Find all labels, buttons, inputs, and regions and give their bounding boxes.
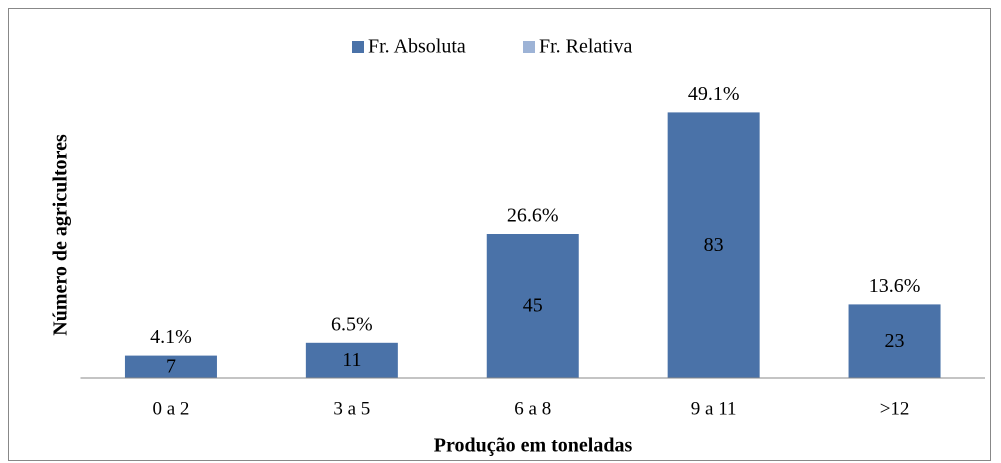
legend-label: Fr. Absoluta bbox=[368, 36, 466, 58]
bar-value-label: 45 bbox=[523, 295, 543, 317]
x-tick-label: 9 a 11 bbox=[691, 398, 737, 419]
bar-value-label: 11 bbox=[342, 349, 361, 371]
x-axis-title: Produção em toneladas bbox=[434, 435, 633, 457]
x-tick-label: 0 a 2 bbox=[152, 398, 189, 419]
y-axis-title: Número de agricultores bbox=[50, 134, 72, 336]
x-tick-label: 3 a 5 bbox=[333, 398, 370, 419]
legend-label: Fr. Relativa bbox=[539, 36, 632, 58]
relative-label: 4.1% bbox=[150, 326, 192, 348]
bar-value-label: 7 bbox=[166, 355, 176, 377]
bar bbox=[667, 112, 760, 379]
relative-label: 13.6% bbox=[869, 275, 921, 297]
relative-label: 49.1% bbox=[688, 83, 740, 105]
x-tick-label: 6 a 8 bbox=[514, 398, 551, 419]
bar bbox=[305, 342, 398, 378]
legend-swatch bbox=[523, 41, 535, 53]
relative-label: 26.6% bbox=[507, 205, 559, 227]
bar bbox=[124, 355, 217, 378]
bar-value-label: 83 bbox=[704, 234, 724, 256]
x-tick-label: >12 bbox=[880, 398, 910, 419]
legend-swatch bbox=[352, 41, 364, 53]
relative-label: 6.5% bbox=[331, 313, 373, 335]
bar bbox=[486, 234, 579, 378]
bar-value-label: 23 bbox=[885, 330, 905, 352]
bar bbox=[848, 304, 941, 378]
